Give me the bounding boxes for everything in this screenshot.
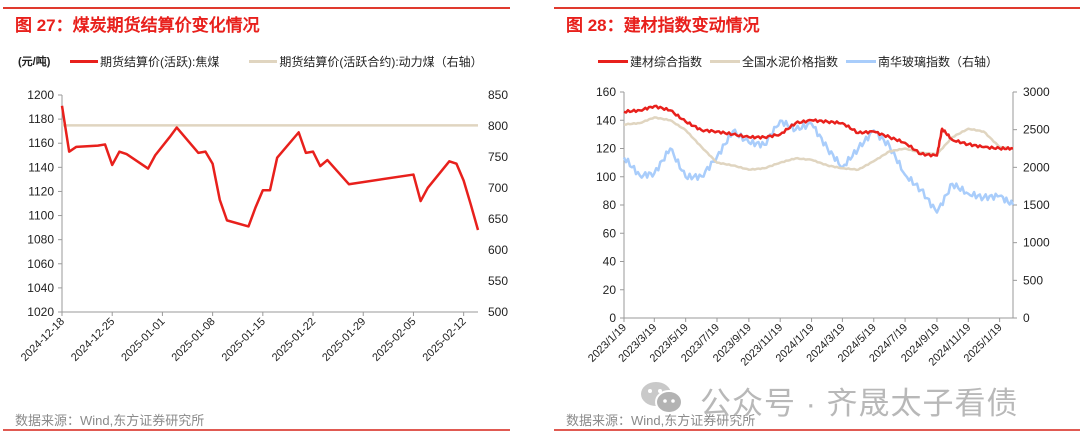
left-chart-panel: 图 27：煤炭期货结算价变化情况 (元/吨) 期货结算价(活跃):焦煤 期货结算…: [3, 7, 510, 431]
svg-text:80: 80: [603, 198, 617, 212]
svg-text:500: 500: [1023, 273, 1043, 287]
svg-text:1160: 1160: [28, 136, 54, 150]
svg-text:40: 40: [603, 255, 617, 269]
series-line: [60, 105, 480, 231]
top-divider: [554, 7, 1080, 9]
svg-text:1020: 1020: [27, 305, 54, 319]
svg-text:2025-01-29: 2025-01-29: [320, 316, 368, 364]
svg-text:2000: 2000: [1023, 160, 1050, 174]
svg-text:1040: 1040: [27, 281, 54, 295]
legend-item-thermal-coal: 期货结算价(活跃合约):动力煤（右轴）: [249, 53, 483, 70]
svg-text:60: 60: [603, 226, 617, 240]
building-materials-chart: 0 20 40 60 80 100 120 140 160 0 500 1000 1500 2000 250…: [586, 85, 1050, 368]
svg-text:1100: 1100: [28, 209, 54, 223]
svg-text:1200: 1200: [27, 88, 54, 102]
legend-swatch-beige: [710, 60, 741, 63]
svg-text:750: 750: [488, 150, 508, 164]
svg-text:1120: 1120: [28, 184, 54, 198]
wechat-icon: [641, 382, 683, 414]
svg-text:2024-12-18: 2024-12-18: [19, 316, 67, 364]
top-divider: [3, 7, 510, 9]
svg-text:140: 140: [596, 113, 616, 127]
legend-label: 期货结算价(活跃):焦煤: [100, 55, 220, 69]
svg-text:1000: 1000: [1023, 236, 1050, 250]
svg-text:2025-01-08: 2025-01-08: [169, 316, 217, 364]
legend-label: 建材综合指数: [630, 55, 703, 69]
svg-text:1060: 1060: [27, 257, 54, 271]
series-lines: [60, 105, 480, 231]
svg-text:2025-01-01: 2025-01-01: [119, 316, 167, 364]
legend-swatch-red: [598, 60, 628, 63]
svg-text:1080: 1080: [27, 233, 54, 247]
legend-label: 全国水泥价格指数: [742, 55, 839, 69]
series-line: [623, 116, 1014, 172]
axes: 0 20 40 60 80 100 120 140 160 0 500 1000 1500 2000 250…: [586, 85, 1050, 368]
legend-swatch-red: [70, 60, 98, 63]
svg-text:2025-01-15: 2025-01-15: [220, 316, 268, 364]
svg-text:1500: 1500: [1023, 198, 1050, 212]
series-line: [623, 104, 1014, 158]
chart-legend: 期货结算价(活跃):焦煤 期货结算价(活跃合约):动力煤（右轴）: [70, 53, 497, 70]
svg-text:1180: 1180: [28, 112, 54, 126]
axes: 1020 1040 1060 1080 1100 1120 1140 1160 1180 1200…: [19, 88, 509, 364]
legend-item-cement: 全国水泥价格指数: [710, 53, 838, 70]
legend-item-glass: 南华玻璃指数（右轴）: [846, 53, 998, 70]
svg-text:600: 600: [488, 243, 508, 257]
svg-text:650: 650: [488, 212, 508, 226]
legend-item-coking-coal: 期货结算价(活跃):焦煤: [70, 53, 219, 70]
legend-swatch-beige: [249, 60, 278, 63]
svg-text:850: 850: [488, 88, 508, 102]
series-lines: [622, 104, 1015, 214]
svg-text:160: 160: [596, 85, 616, 99]
svg-text:2025-01-22: 2025-01-22: [270, 316, 318, 364]
coal-futures-chart: 1020 1040 1060 1080 1100 1120 1140 1160 1180 1200…: [19, 88, 509, 364]
svg-text:0: 0: [1023, 311, 1030, 325]
svg-text:3000: 3000: [1023, 85, 1050, 99]
legend-item-building-materials: 建材综合指数: [598, 53, 702, 70]
svg-text:2024-12-25: 2024-12-25: [69, 316, 117, 364]
svg-text:2025-02-05: 2025-02-05: [370, 316, 418, 364]
figure-title: 图 28：建材指数变动情况: [566, 16, 760, 35]
svg-text:2500: 2500: [1023, 123, 1050, 137]
svg-text:20: 20: [603, 283, 617, 297]
svg-text:2025-02-12: 2025-02-12: [420, 316, 468, 364]
data-source: 数据来源：Wind,东方证券研究所: [15, 413, 205, 428]
svg-text:120: 120: [596, 142, 616, 156]
svg-text:100: 100: [596, 170, 616, 184]
legend-swatch-blue: [846, 60, 877, 63]
figure-title: 图 27：煤炭期货结算价变化情况: [15, 16, 260, 35]
svg-text:550: 550: [488, 274, 508, 288]
legend-label: 南华玻璃指数（右轴）: [878, 55, 999, 69]
svg-text:0: 0: [609, 311, 616, 325]
data-source: 数据来源：Wind,东方证券研究所: [566, 413, 756, 428]
bottom-divider: [3, 429, 510, 431]
svg-text:1140: 1140: [28, 160, 54, 174]
series-line: [622, 119, 1015, 214]
bottom-divider: [554, 429, 1080, 431]
svg-text:500: 500: [488, 305, 508, 319]
legend-label: 期货结算价(活跃合约):动力煤（右轴）: [279, 55, 483, 69]
watermark-text: 公众号 · 齐晟太子看债: [700, 386, 1019, 421]
y-axis-unit: (元/吨): [18, 56, 51, 68]
right-chart-panel: 图 28：建材指数变动情况 建材综合指数 全国水泥价格指数 南华玻璃指数（右轴）…: [540, 0, 1080, 443]
svg-text:700: 700: [488, 181, 508, 195]
svg-text:800: 800: [488, 119, 508, 133]
chart-legend: 建材综合指数 全国水泥价格指数 南华玻璃指数（右轴）: [598, 53, 1012, 70]
